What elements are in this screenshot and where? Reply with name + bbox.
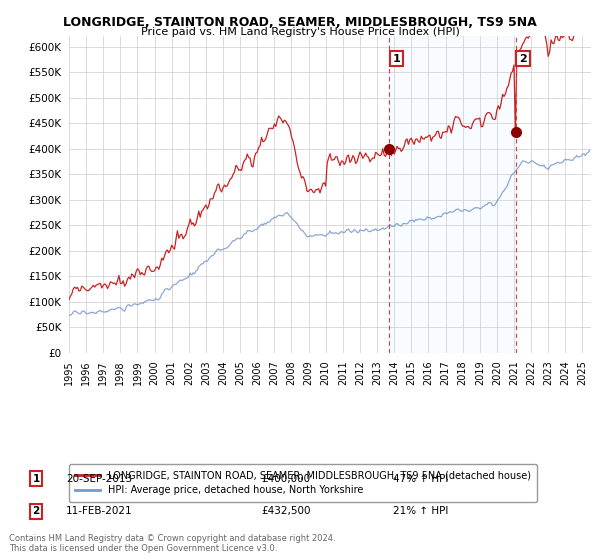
Text: 1: 1 [32,474,40,484]
Text: 21% ↑ HPI: 21% ↑ HPI [393,506,448,516]
Text: 47% ↑ HPI: 47% ↑ HPI [393,474,448,484]
Text: 1: 1 [392,54,400,63]
Text: 20-SEP-2013: 20-SEP-2013 [66,474,132,484]
Legend: LONGRIDGE, STAINTON ROAD, SEAMER, MIDDLESBROUGH, TS9 5NA (detached house), HPI: : LONGRIDGE, STAINTON ROAD, SEAMER, MIDDLE… [68,464,538,502]
Bar [389,36,516,353]
Text: Contains HM Land Registry data © Crown copyright and database right 2024.
This d: Contains HM Land Registry data © Crown c… [9,534,335,553]
Text: LONGRIDGE, STAINTON ROAD, SEAMER, MIDDLESBROUGH, TS9 5NA: LONGRIDGE, STAINTON ROAD, SEAMER, MIDDLE… [63,16,537,29]
Text: 11-FEB-2021: 11-FEB-2021 [66,506,133,516]
Text: £400,000: £400,000 [261,474,310,484]
Text: 2: 2 [32,506,40,516]
Text: Price paid vs. HM Land Registry's House Price Index (HPI): Price paid vs. HM Land Registry's House … [140,27,460,37]
Text: £432,500: £432,500 [261,506,311,516]
Text: 2: 2 [519,54,527,63]
